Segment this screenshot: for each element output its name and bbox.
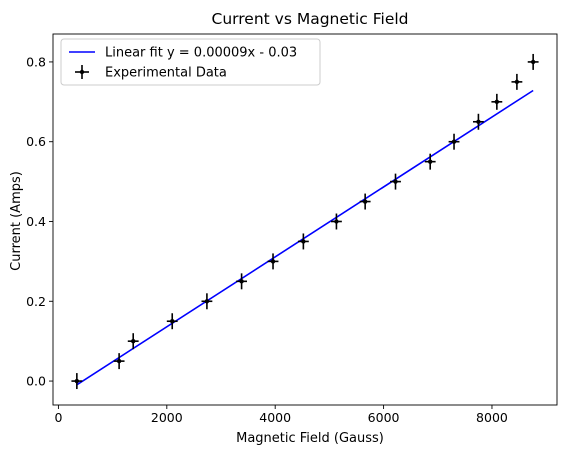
- axes-frame: [52, 33, 558, 406]
- data-marker: [239, 279, 244, 284]
- data-point: [201, 293, 213, 310]
- data-marker: [476, 119, 481, 124]
- data-marker: [451, 139, 457, 144]
- fit-line: [76, 89, 534, 386]
- axes: 0 2000 4000 6000 8000 0.0 0.2 0.4 0.6 0.8: [26, 33, 558, 425]
- x-tick-label: 4000: [259, 410, 291, 425]
- y-tick-label: 0.6: [26, 134, 46, 149]
- data-point: [236, 273, 248, 290]
- data-marker: [334, 219, 339, 224]
- legend-label-data: Experimental Data: [105, 66, 227, 81]
- plot-area: [71, 53, 539, 390]
- data-point: [166, 313, 178, 330]
- data-point: [71, 373, 83, 390]
- y-tick-label: 0.0: [26, 374, 46, 389]
- legend-errorbar-swatch: [75, 65, 89, 79]
- data-marker: [204, 299, 210, 304]
- data-point: [424, 153, 436, 170]
- data-point: [359, 193, 371, 210]
- y-tick-label: 0.4: [26, 214, 46, 229]
- x-axis-label: Magnetic Field (Gauss): [236, 431, 384, 446]
- data-marker: [530, 59, 536, 65]
- data-marker: [362, 199, 368, 204]
- y-axis-label: Current (Amps): [9, 171, 24, 271]
- y-tick-label: 0.8: [26, 54, 46, 69]
- x-tick-label: 2000: [151, 410, 183, 425]
- x-tick-label: 0: [54, 410, 62, 425]
- data-point: [527, 53, 539, 70]
- data-point: [113, 353, 125, 370]
- data-marker: [270, 259, 276, 264]
- data-point: [511, 73, 523, 90]
- data-marker: [514, 79, 520, 85]
- data-marker: [427, 159, 433, 164]
- data-marker: [393, 179, 398, 184]
- data-marker: [494, 99, 500, 105]
- legend-box: [60, 38, 321, 86]
- data-marker: [170, 319, 175, 324]
- legend-marker: [79, 69, 85, 75]
- data-point: [448, 133, 460, 150]
- data-point: [127, 333, 139, 350]
- data-marker: [116, 358, 122, 364]
- y-tick-label: 0.2: [26, 294, 46, 309]
- data-point: [473, 113, 484, 130]
- data-marker: [131, 338, 136, 344]
- chart-title: Current vs Magnetic Field: [212, 10, 409, 28]
- data-point: [331, 213, 342, 230]
- data-point: [491, 93, 503, 110]
- data-marker: [301, 239, 306, 244]
- data-point: [297, 233, 309, 250]
- data-point: [390, 173, 401, 190]
- data-point: [267, 253, 279, 270]
- legend: Linear fit y = 0.00009x - 0.03 Experiment…: [60, 38, 321, 86]
- legend-label-fit: Linear fit y = 0.00009x - 0.03: [105, 46, 297, 61]
- x-tick-label: 6000: [368, 410, 400, 425]
- data-marker: [74, 378, 80, 384]
- x-tick-label: 8000: [476, 410, 508, 425]
